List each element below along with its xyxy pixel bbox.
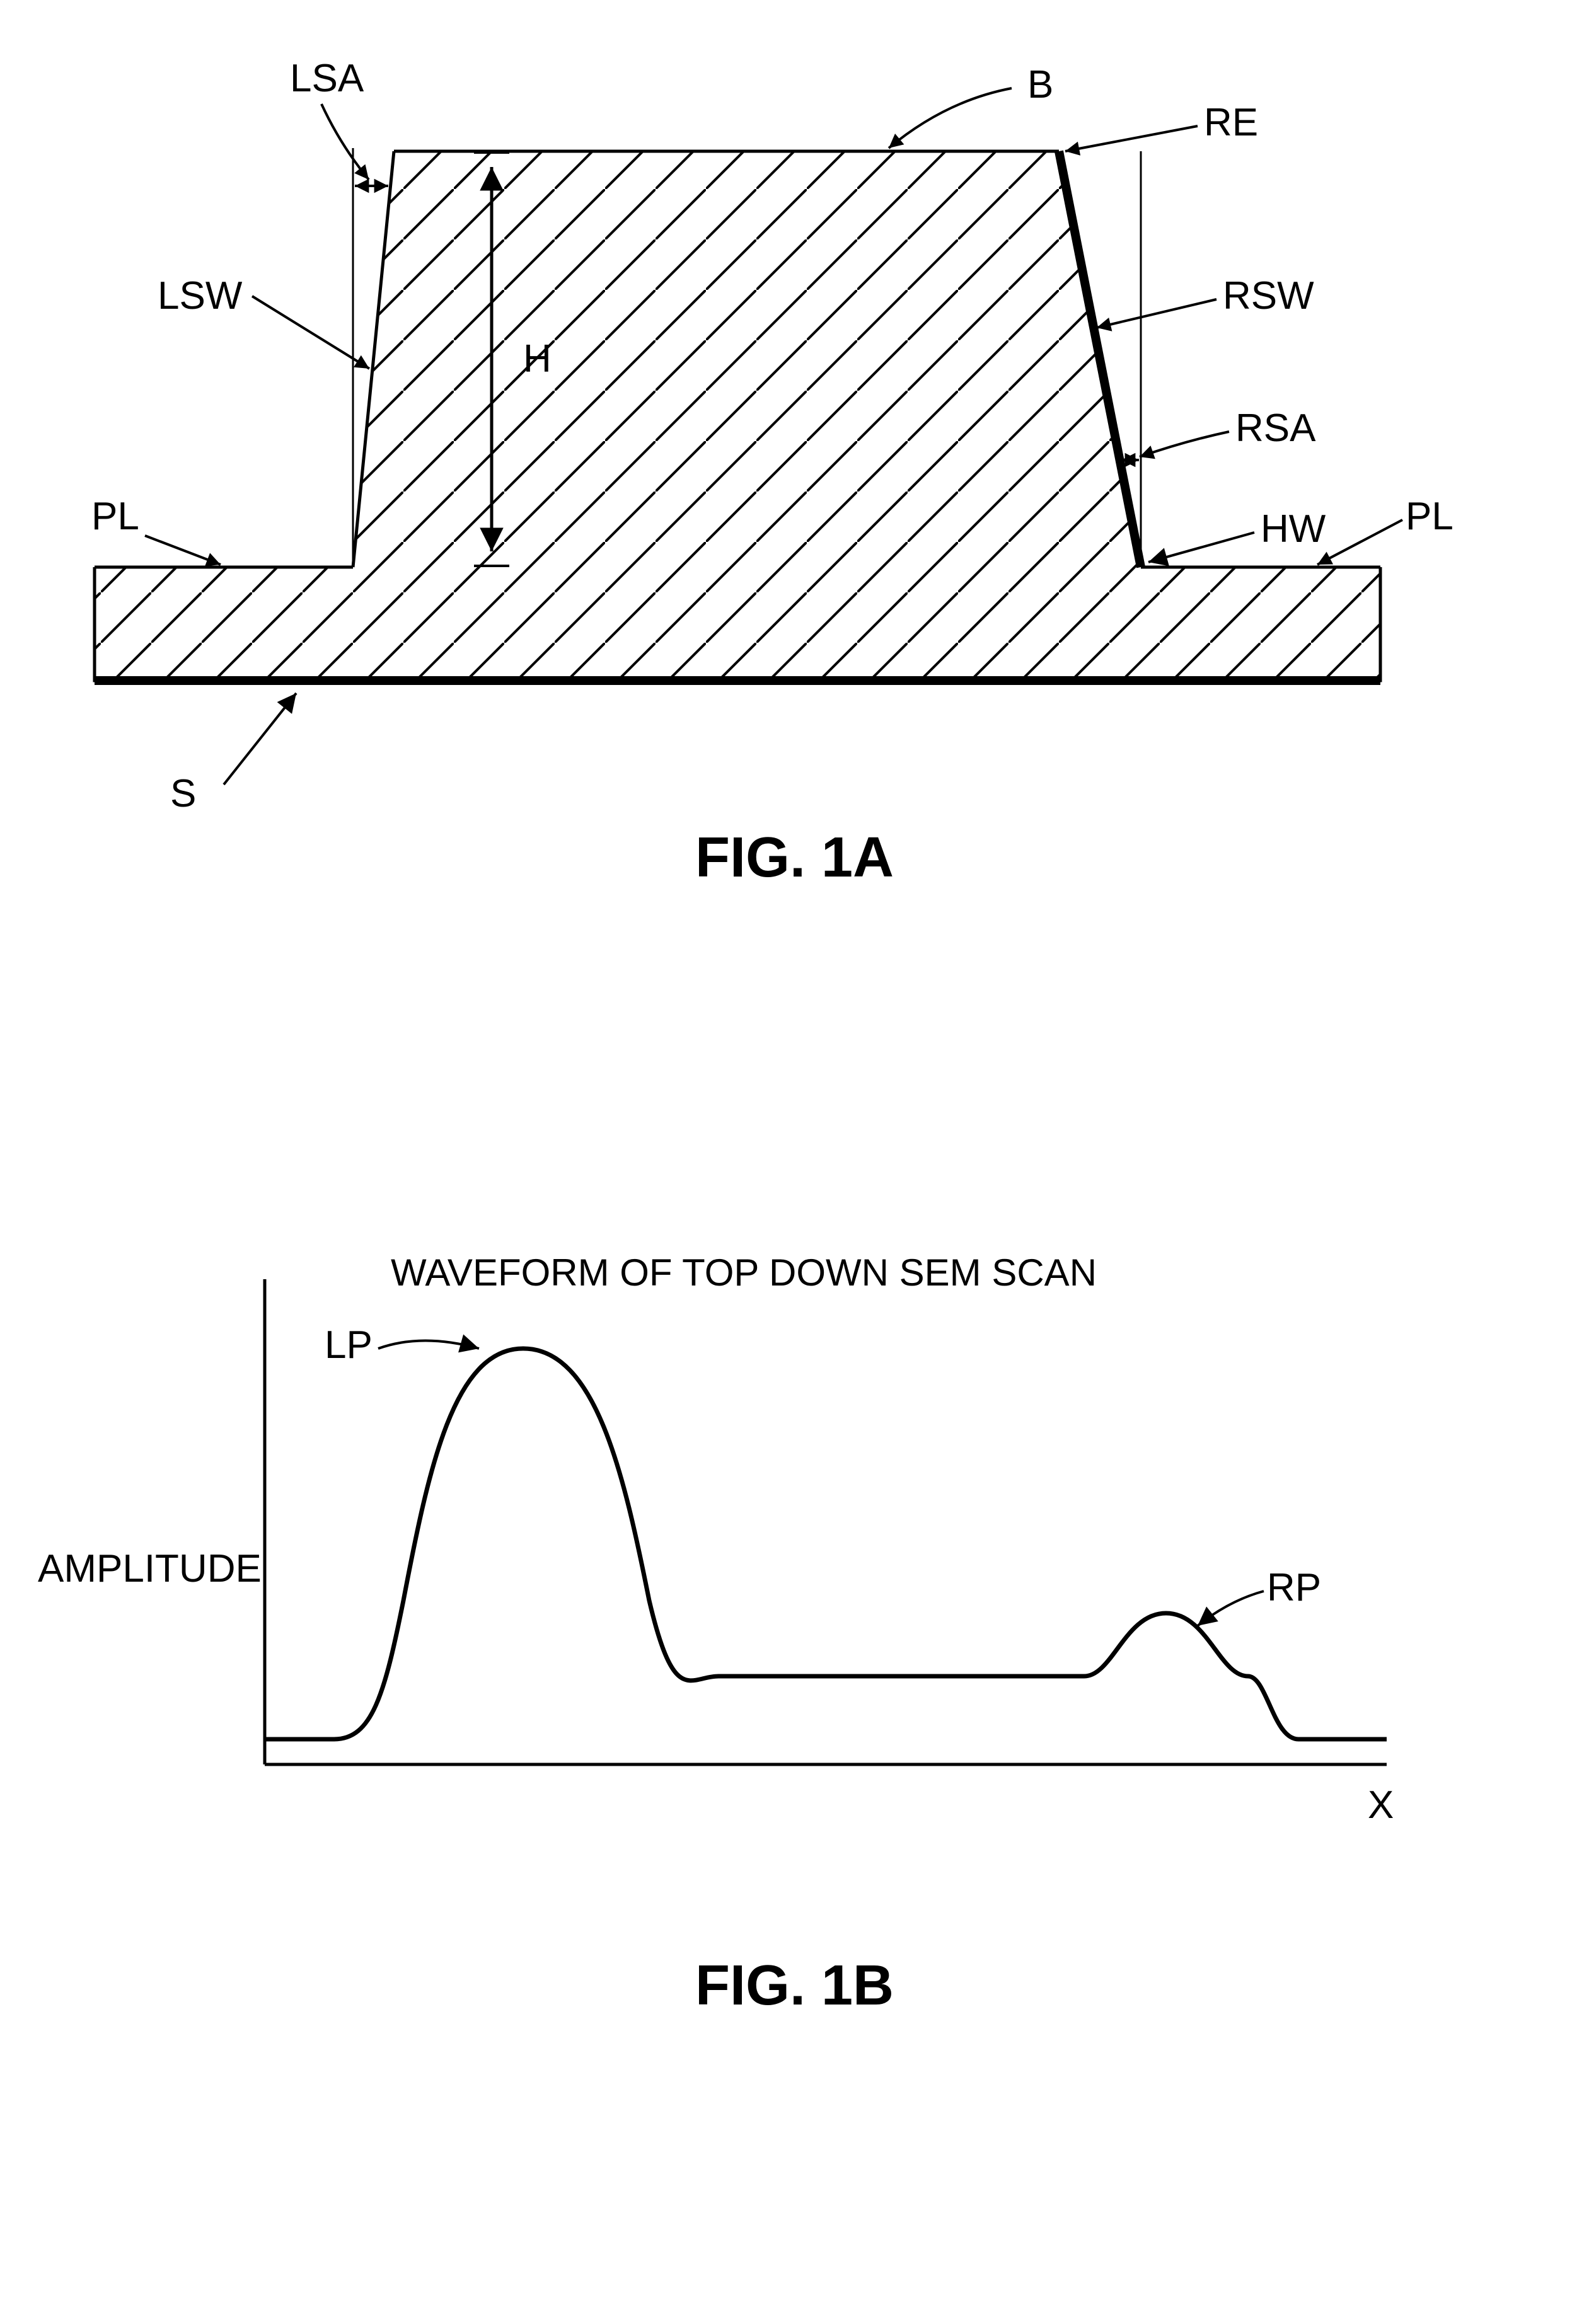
lsa-leader [321,104,369,180]
y-axis-label: AMPLITUDE [38,1547,262,1591]
fig-1b-caption: FIG. 1B [0,1953,1589,2018]
lp-leader [378,1341,479,1349]
figure-1b-container: WAVEFORM OF TOP DOWN SEM SCAN AMPLITUDE … [0,1197,1589,1890]
re-label: RE [1204,101,1258,144]
lsa-label: LSA [290,57,364,100]
rsa-leader [1140,432,1229,457]
rsw-label: RSW [1223,274,1314,318]
pl-left-leader [145,536,221,565]
pl-left-label: PL [91,495,139,538]
rp-leader [1198,1591,1264,1626]
lsw-label: LSW [158,274,243,318]
rsa-label: RSA [1235,406,1316,450]
rp-label: RP [1267,1566,1321,1609]
hw-label: HW [1261,507,1326,551]
pl-right-label: PL [1406,495,1453,538]
b-leader [889,88,1012,148]
figure-1b-svg: WAVEFORM OF TOP DOWN SEM SCAN AMPLITUDE … [0,1197,1589,1890]
hw-leader [1148,532,1254,562]
structure-hatch-fill [0,38,1589,825]
x-axis-label: X [1368,1783,1394,1827]
s-leader [224,693,296,785]
b-label: B [1027,63,1053,106]
waveform-curve [265,1349,1387,1739]
s-label: S [170,772,196,815]
h-label: H [523,337,552,381]
lp-label: LP [325,1323,373,1367]
rsw-leader [1097,299,1216,328]
fig1b-title: WAVEFORM OF TOP DOWN SEM SCAN [391,1251,1097,1294]
fig-1a-caption: FIG. 1A [0,825,1589,890]
figure-1a-svg: LSA LSW PL S H B RE RSW RSA HW PL [0,38,1589,825]
lsw-leader [252,296,369,369]
re-leader [1065,126,1198,151]
figure-1a-container: LSA LSW PL S H B RE RSW RSA HW PL FIG. 1… [0,38,1589,825]
pl-right-leader [1317,520,1402,565]
